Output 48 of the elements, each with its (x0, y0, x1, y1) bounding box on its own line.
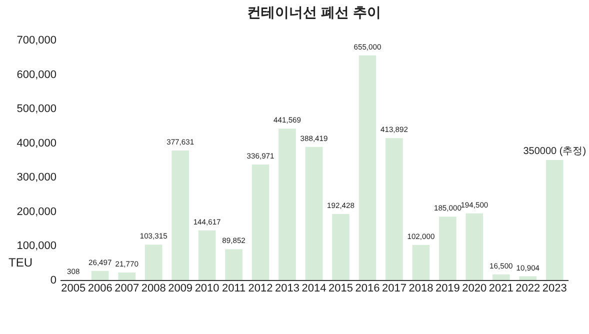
x-tick-label: 2015 (328, 282, 353, 294)
y-tick-label: 0 (50, 274, 56, 286)
x-tick-label: 2006 (88, 282, 112, 294)
x-tick-label: 2008 (141, 282, 166, 294)
x-tick-label: 2017 (382, 282, 406, 294)
chart-title: 컨테이너선 폐선 추이 (247, 4, 381, 20)
bar (305, 146, 323, 280)
bar (91, 270, 109, 280)
y-tick-label: 500,000 (16, 103, 56, 116)
x-tick-label: 2007 (114, 282, 140, 294)
x-tick-label: 2023 (542, 282, 567, 294)
y-tick-label: 700,000 (16, 34, 56, 46)
x-tick-label: 2021 (488, 282, 514, 294)
x-tick-label: 2011 (222, 282, 246, 294)
bar (198, 230, 216, 280)
y-axis-title: TEU (8, 256, 32, 270)
x-tick-label: 2020 (462, 282, 487, 294)
bar (278, 128, 296, 280)
bar (144, 244, 162, 280)
y-tick-label: 300,000 (16, 172, 56, 184)
bar (252, 164, 270, 280)
bar (332, 214, 350, 280)
x-tick-label: 2022 (516, 282, 540, 294)
x-tick-label: 2016 (355, 282, 380, 294)
y-tick-label: 100,000 (16, 240, 56, 252)
bar (492, 274, 510, 280)
x-tick-label: 2010 (194, 282, 220, 294)
x-tick-label: 2013 (275, 282, 300, 294)
bar (412, 245, 430, 280)
y-tick-label: 200,000 (16, 206, 56, 218)
y-tick-label: 400,000 (16, 137, 56, 150)
x-tick-label: 2012 (248, 282, 273, 294)
bar (519, 276, 537, 280)
bar (546, 160, 564, 280)
bar (358, 55, 376, 280)
x-tick-label: 2018 (408, 282, 434, 294)
data-label: 350000 (추정) (523, 146, 586, 157)
bar (172, 150, 189, 280)
bar (118, 272, 136, 280)
x-tick-label: 2019 (435, 282, 460, 294)
y-tick-label: 600,000 (16, 68, 56, 81)
bar (439, 216, 456, 280)
bar (466, 213, 484, 280)
x-tick-label: 2009 (168, 282, 193, 294)
bar (386, 138, 403, 280)
x-tick-label: 2014 (302, 282, 326, 294)
bar (225, 249, 242, 280)
x-tick-label: 2005 (61, 282, 86, 294)
